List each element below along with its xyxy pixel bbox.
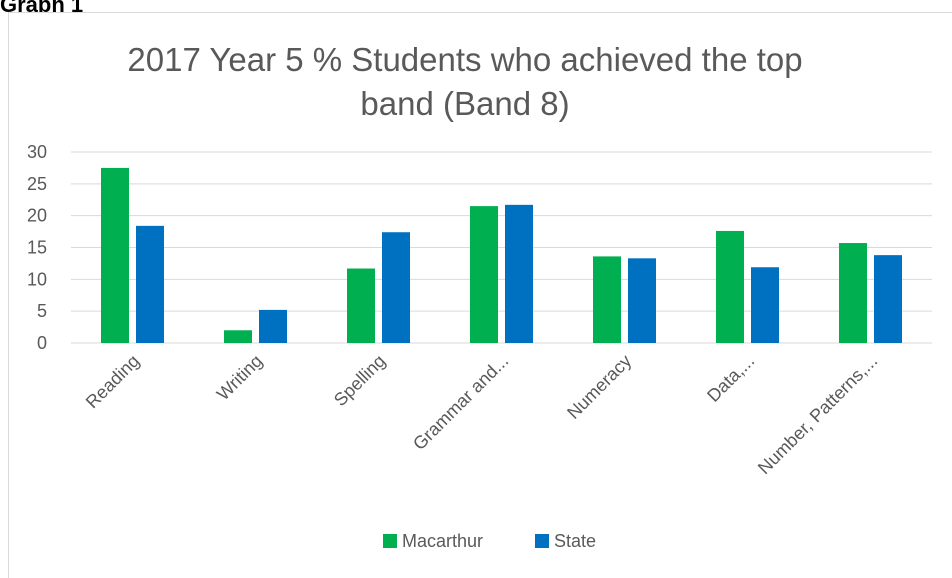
y-tick-label: 5	[37, 301, 47, 321]
x-tick-label: Grammar and...	[409, 351, 512, 454]
legend-swatch-state	[535, 534, 549, 548]
y-axis-ticks: 0 5 10 15 20 25 30	[27, 142, 47, 353]
bar-state-3	[382, 232, 410, 343]
x-tick-label: Writing	[213, 351, 267, 405]
bar-macarthur-5	[593, 256, 621, 343]
bar-state-2	[259, 309, 287, 343]
bars	[101, 167, 902, 343]
bar-macarthur-7	[839, 243, 867, 343]
x-tick-label: Numeracy	[563, 351, 635, 423]
bar-macarthur-4	[470, 206, 498, 343]
bar-macarthur-3	[347, 268, 375, 343]
legend-label-state: State	[554, 531, 596, 551]
bar-state-5	[628, 258, 656, 343]
y-tick-label: 15	[27, 238, 47, 258]
bar-state-6	[751, 267, 779, 343]
chart-title-line-1: 2017 Year 5 % Students who achieved the …	[127, 41, 802, 78]
bar-state-4	[505, 204, 533, 343]
bar-macarthur-6	[716, 230, 744, 343]
x-tick-label: Spelling	[330, 351, 389, 410]
x-axis-ticks: Reading Writing Spelling Grammar and... Nume…	[82, 351, 882, 478]
y-tick-label: 10	[27, 269, 47, 289]
legend-label-macarthur: Macarthur	[402, 531, 483, 551]
legend-swatch-macarthur	[383, 534, 397, 548]
bar-macarthur-1	[101, 167, 129, 343]
y-tick-label: 30	[27, 142, 47, 162]
legend: Macarthur State	[383, 531, 596, 551]
bar-macarthur-2	[224, 330, 252, 343]
y-tick-label: 25	[27, 174, 47, 194]
x-tick-label: Data,...	[703, 351, 758, 406]
y-tick-label: 0	[37, 333, 47, 353]
gridlines	[71, 151, 932, 344]
x-tick-label: Reading	[82, 351, 144, 413]
x-tick-label: Number, Patterns,...	[754, 351, 881, 478]
chart-title-line-2: band (Band 8)	[360, 85, 569, 122]
bar-state-7	[874, 255, 902, 343]
bar-state-1	[136, 225, 164, 343]
y-tick-label: 20	[27, 206, 47, 226]
